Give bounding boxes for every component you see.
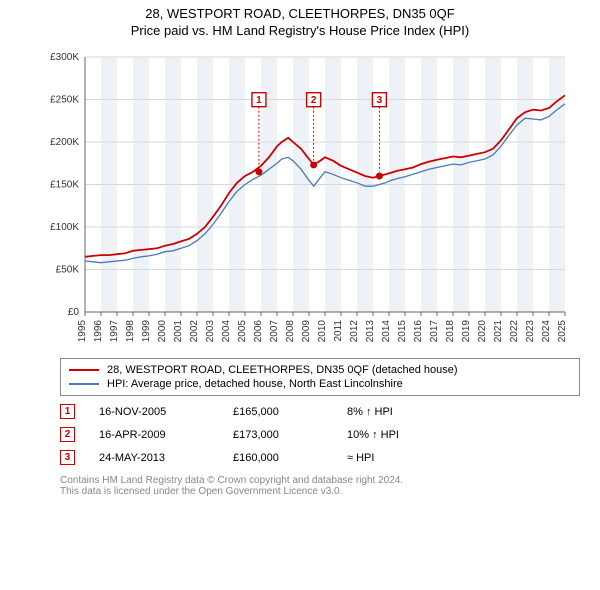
svg-text:2021: 2021	[493, 320, 504, 343]
svg-text:2024: 2024	[541, 320, 552, 343]
svg-text:2019: 2019	[461, 320, 472, 343]
transaction-note: ≈ HPI	[347, 452, 374, 464]
transaction-row: 2 16-APR-2009 £173,000 10% ↑ HPI	[60, 423, 580, 446]
svg-text:2006: 2006	[253, 320, 264, 343]
svg-text:2015: 2015	[397, 320, 408, 343]
svg-text:1998: 1998	[125, 320, 136, 343]
svg-text:2009: 2009	[301, 320, 312, 343]
svg-text:£200K: £200K	[50, 137, 79, 148]
price-chart-svg: £0 £50K £100K £150K £200K £250K £300K 1995 1996 1…	[30, 42, 570, 352]
transaction-date: 16-NOV-2005	[99, 406, 209, 418]
svg-text:2002: 2002	[189, 320, 200, 343]
attribution-line-1: Contains HM Land Registry data © Crown c…	[60, 475, 580, 486]
svg-text:1: 1	[256, 95, 262, 106]
svg-text:2008: 2008	[285, 320, 296, 343]
transaction-marker: 1	[60, 404, 75, 419]
svg-text:2014: 2014	[381, 320, 392, 343]
transaction-note: 10% ↑ HPI	[347, 429, 399, 441]
svg-text:1995: 1995	[77, 320, 88, 343]
svg-text:2022: 2022	[509, 320, 520, 343]
attribution-text: Contains HM Land Registry data © Crown c…	[60, 475, 580, 497]
svg-text:2020: 2020	[477, 320, 488, 343]
svg-text:2001: 2001	[173, 320, 184, 343]
svg-text:£300K: £300K	[50, 52, 79, 63]
svg-text:£0: £0	[68, 307, 80, 318]
svg-text:£100K: £100K	[50, 222, 79, 233]
transaction-marker: 3	[60, 450, 75, 465]
svg-text:2007: 2007	[269, 320, 280, 343]
transaction-price: £173,000	[233, 429, 323, 441]
transaction-date: 24-MAY-2013	[99, 452, 209, 464]
svg-text:3: 3	[377, 95, 383, 106]
svg-text:2004: 2004	[221, 320, 232, 343]
svg-text:1996: 1996	[93, 320, 104, 343]
svg-text:2017: 2017	[429, 320, 440, 343]
svg-text:1997: 1997	[109, 320, 120, 343]
transaction-date: 16-APR-2009	[99, 429, 209, 441]
svg-text:2003: 2003	[205, 320, 216, 343]
transaction-marker: 2	[60, 427, 75, 442]
chart-legend: 28, WESTPORT ROAD, CLEETHORPES, DN35 0QF…	[60, 358, 580, 396]
svg-text:2: 2	[311, 95, 317, 106]
svg-text:£250K: £250K	[50, 95, 79, 106]
legend-swatch-property	[69, 369, 99, 371]
svg-text:2023: 2023	[525, 320, 536, 343]
legend-label-property: 28, WESTPORT ROAD, CLEETHORPES, DN35 0QF…	[107, 364, 458, 376]
legend-label-hpi: HPI: Average price, detached house, Nort…	[107, 378, 403, 390]
svg-text:2018: 2018	[445, 320, 456, 343]
legend-swatch-hpi	[69, 383, 99, 385]
transaction-row: 3 24-MAY-2013 £160,000 ≈ HPI	[60, 446, 580, 469]
svg-text:2011: 2011	[333, 320, 344, 342]
svg-text:2025: 2025	[557, 320, 568, 343]
svg-text:£50K: £50K	[56, 265, 80, 276]
chart-title: 28, WESTPORT ROAD, CLEETHORPES, DN35 0QF	[0, 0, 600, 21]
transaction-row: 1 16-NOV-2005 £165,000 8% ↑ HPI	[60, 400, 580, 423]
svg-text:2016: 2016	[413, 320, 424, 343]
svg-text:2010: 2010	[317, 320, 328, 343]
chart-subtitle: Price paid vs. HM Land Registry's House …	[0, 21, 600, 42]
transaction-note: 8% ↑ HPI	[347, 406, 393, 418]
svg-text:£150K: £150K	[50, 180, 79, 191]
transactions-table: 1 16-NOV-2005 £165,000 8% ↑ HPI 2 16-APR-2009…	[60, 400, 580, 469]
transaction-price: £165,000	[233, 406, 323, 418]
chart-area: £0 £50K £100K £150K £200K £250K £300K 1995 1996 1…	[30, 42, 570, 352]
svg-text:2000: 2000	[157, 320, 168, 343]
attribution-line-2: This data is licensed under the Open Gov…	[60, 486, 580, 497]
svg-text:2012: 2012	[349, 320, 360, 343]
legend-item-hpi: HPI: Average price, detached house, Nort…	[69, 377, 571, 391]
svg-text:1999: 1999	[141, 320, 152, 343]
legend-item-property: 28, WESTPORT ROAD, CLEETHORPES, DN35 0QF…	[69, 363, 571, 377]
svg-text:2005: 2005	[237, 320, 248, 343]
transaction-price: £160,000	[233, 452, 323, 464]
svg-text:2013: 2013	[365, 320, 376, 343]
